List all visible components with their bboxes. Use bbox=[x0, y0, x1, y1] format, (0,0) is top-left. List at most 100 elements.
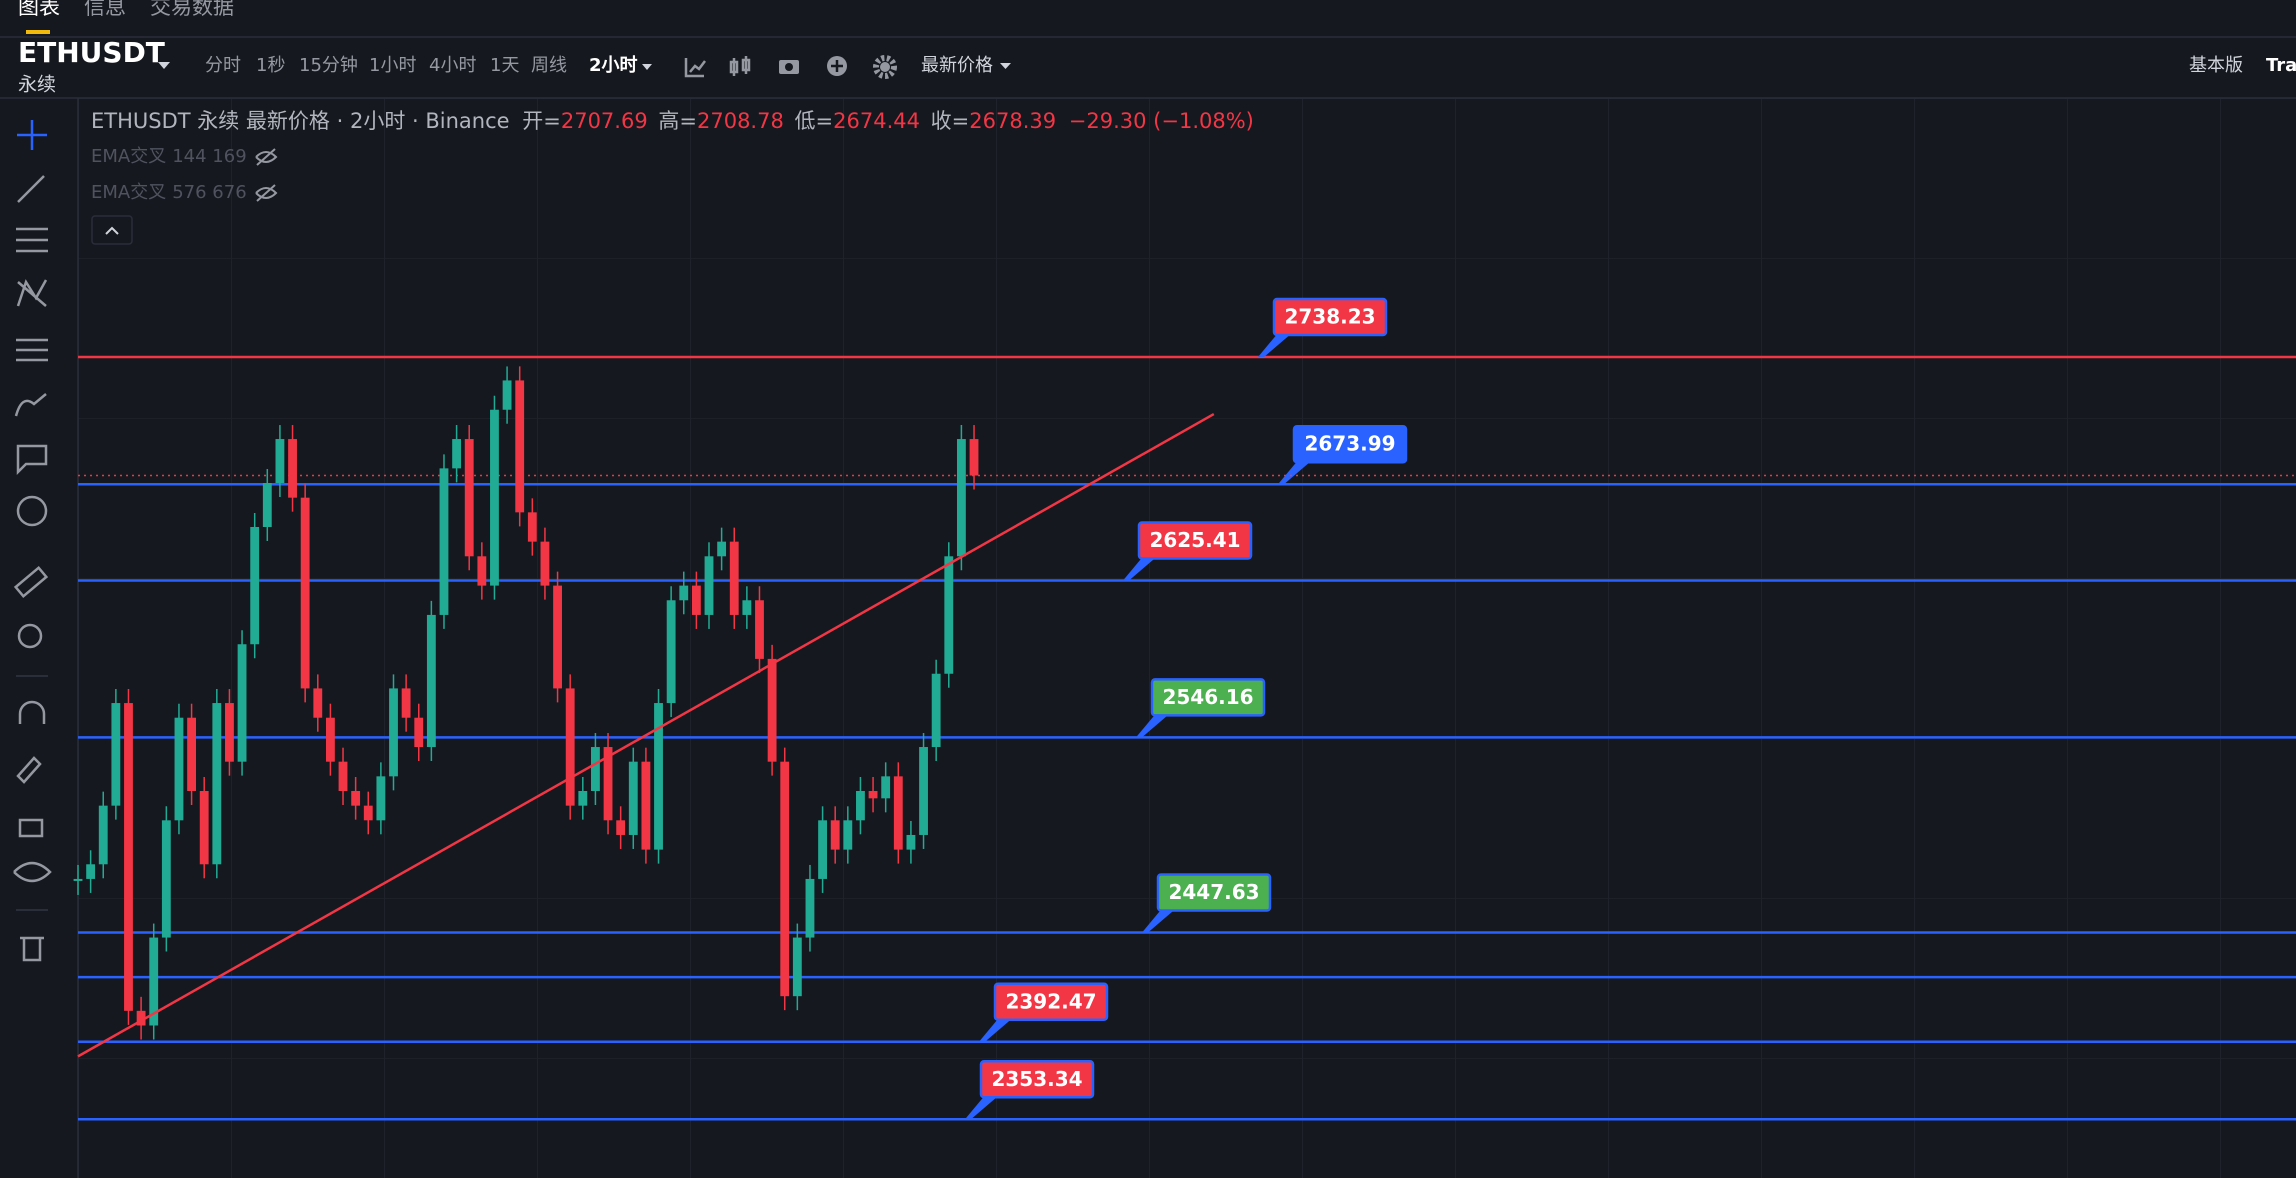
candle bbox=[755, 600, 764, 659]
price-tag-label: 2738.23 bbox=[1284, 304, 1375, 328]
high-value: 2708.78 bbox=[697, 109, 784, 133]
symbol[interactable]: ETHUSDT bbox=[18, 36, 165, 69]
change: −29.30 (−1.08%) bbox=[1069, 109, 1254, 133]
candle bbox=[616, 820, 626, 835]
mode-trading[interactable]: Tra bbox=[2266, 55, 2296, 76]
candle bbox=[780, 761, 790, 997]
price-tag[interactable] bbox=[1150, 678, 1266, 717]
interval-bar: 分时 1秒 15分钟 1小时 4小时 1天 周线 bbox=[205, 55, 567, 76]
candle bbox=[338, 761, 348, 791]
open-label: 开= bbox=[522, 109, 561, 133]
interval[interactable]: 4小时 bbox=[429, 55, 476, 76]
candle bbox=[325, 717, 335, 762]
price-tag[interactable] bbox=[1292, 424, 1408, 464]
price-type-dropdown[interactable] bbox=[1000, 63, 1011, 69]
candle bbox=[351, 790, 361, 806]
settings-core bbox=[880, 62, 890, 72]
candle bbox=[553, 585, 562, 689]
magnet-tool[interactable] bbox=[18, 700, 46, 724]
tag-pointer bbox=[1258, 332, 1292, 357]
projection-tool[interactable] bbox=[16, 338, 48, 362]
candle bbox=[856, 790, 865, 821]
interval[interactable]: 1秒 bbox=[256, 55, 285, 76]
candle bbox=[906, 834, 916, 850]
tab[interactable]: 图表 bbox=[18, 0, 60, 19]
stay-drawing-tool[interactable] bbox=[16, 756, 42, 784]
toolbar-icons bbox=[684, 55, 897, 79]
indicator-params: 144 169 bbox=[172, 146, 246, 167]
candle bbox=[591, 747, 600, 791]
candle bbox=[578, 790, 588, 806]
price-tag-label: 2392.47 bbox=[1005, 989, 1096, 1013]
measure-tool[interactable] bbox=[13, 566, 49, 598]
close-label: 收= bbox=[931, 109, 970, 133]
candle bbox=[742, 600, 752, 615]
candle bbox=[414, 717, 424, 748]
crosshair-tool[interactable] bbox=[17, 120, 47, 150]
candle bbox=[237, 644, 247, 762]
indicator-icon[interactable] bbox=[684, 58, 706, 78]
drawing-toolbar bbox=[13, 120, 52, 962]
tab[interactable]: 交易数据 bbox=[150, 0, 234, 19]
icon-tool[interactable] bbox=[16, 495, 48, 527]
candle bbox=[73, 878, 83, 881]
price-tag-label: 2353.34 bbox=[991, 1067, 1082, 1091]
candle bbox=[717, 541, 727, 557]
candle bbox=[452, 439, 462, 469]
candle bbox=[124, 703, 133, 1011]
candle bbox=[225, 703, 234, 762]
trendline[interactable] bbox=[77, 413, 1215, 1058]
brush-tool[interactable] bbox=[14, 393, 47, 417]
price-tag[interactable] bbox=[993, 982, 1109, 1022]
price-tag[interactable] bbox=[1272, 297, 1388, 337]
tag-pointer bbox=[965, 1095, 999, 1120]
visibility-toggle[interactable] bbox=[255, 184, 278, 202]
low-label: 低= bbox=[795, 109, 834, 133]
interval[interactable]: 分时 bbox=[205, 55, 241, 76]
tab[interactable]: 信息 bbox=[84, 0, 126, 19]
pattern-tool[interactable] bbox=[16, 279, 48, 307]
price-tag[interactable] bbox=[979, 1060, 1095, 1099]
interval[interactable]: 1天 bbox=[490, 55, 519, 76]
close-value: 2678.39 bbox=[969, 109, 1056, 133]
active-interval[interactable]: 2小时 bbox=[589, 55, 638, 76]
interval[interactable]: 周线 bbox=[531, 55, 567, 76]
indicator-params: 576 676 bbox=[172, 182, 246, 203]
candle bbox=[691, 585, 701, 615]
interval[interactable]: 1小时 bbox=[369, 55, 416, 76]
candle bbox=[363, 805, 373, 821]
price-tag[interactable] bbox=[1137, 521, 1253, 560]
fib-tool[interactable] bbox=[16, 227, 48, 253]
settings-icon[interactable] bbox=[873, 55, 897, 79]
plot-area: 2738.23 2673.99 2625.41 2546.16 2447.63 2392.… bbox=[73, 297, 2296, 1121]
candle bbox=[86, 864, 96, 879]
interval-dropdown[interactable] bbox=[642, 64, 652, 70]
collapse-button[interactable] bbox=[91, 215, 133, 245]
chart-type-icon[interactable] bbox=[729, 56, 751, 76]
trendline-tool[interactable] bbox=[17, 175, 45, 203]
price-type[interactable]: 最新价格 bbox=[921, 55, 993, 76]
text-tool[interactable] bbox=[16, 444, 48, 476]
symbol-dropdown[interactable] bbox=[158, 62, 170, 69]
visibility-tool[interactable] bbox=[13, 861, 52, 883]
candle bbox=[641, 761, 651, 850]
lock-tool[interactable] bbox=[18, 818, 44, 838]
price-tag-label: 2673.99 bbox=[1304, 432, 1395, 456]
candle bbox=[666, 600, 676, 704]
visibility-toggle[interactable] bbox=[255, 148, 278, 166]
candle bbox=[767, 658, 777, 762]
tag-pointer bbox=[979, 1017, 1013, 1042]
legend: ETHUSDT 永续 最新价格 · 2小时 · Binance 开=2707.6… bbox=[91, 109, 1254, 133]
legend-title: ETHUSDT 永续 最新价格 · 2小时 · Binance bbox=[91, 109, 510, 133]
candle bbox=[628, 761, 638, 835]
interval[interactable]: 15分钟 bbox=[299, 55, 358, 76]
candle bbox=[313, 688, 323, 718]
delete-tool[interactable] bbox=[20, 936, 44, 962]
price-tag[interactable] bbox=[1156, 873, 1272, 912]
tab-bar: 图表 信息 交易数据 bbox=[18, 0, 234, 19]
zoom-tool[interactable] bbox=[17, 623, 43, 649]
mode-basic[interactable]: 基本版 bbox=[2189, 55, 2243, 76]
indicator: EMA交叉 144 169 bbox=[91, 146, 247, 167]
candle bbox=[262, 483, 272, 527]
